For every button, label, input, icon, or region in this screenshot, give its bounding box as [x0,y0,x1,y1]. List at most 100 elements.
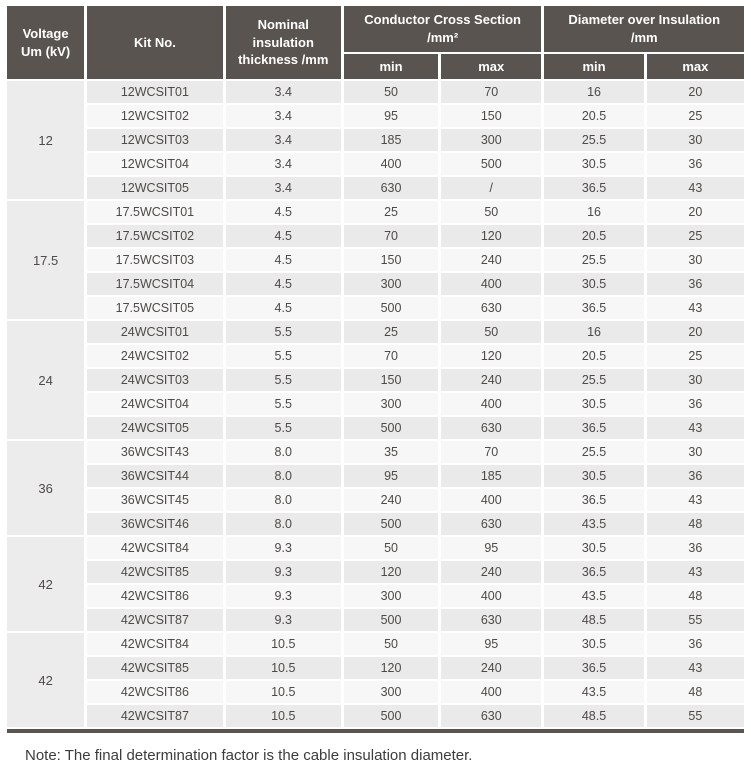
cell-dia-min: 30.5 [544,393,644,415]
cell-kit-no: 42WCSIT85 [87,561,223,583]
cell-dia-min: 43.5 [544,585,644,607]
header-cell-conductor-cross-section: Conductor Cross Section /mm² [343,6,542,52]
cell-ccs-max: 400 [441,393,542,415]
cell-ccs-max: 240 [441,249,542,271]
cell-dia-max: 36 [646,153,744,175]
cell-ccs-max: 185 [441,465,542,487]
cell-ccs-min: 95 [343,465,439,487]
cell-kit-no: 17.5WCSIT01 [87,201,223,223]
cell-kit-no: 17.5WCSIT04 [87,273,223,295]
table-row: 24WCSIT03 5.5 150 240 25.5 30 [7,369,744,391]
cell-kit-no: 12WCSIT03 [87,129,223,151]
header-cell-ccs-max: max [441,54,542,79]
cell-ccs-min: 50 [343,633,439,655]
cell-dia-min: 36.5 [544,177,644,199]
cell-kit-no: 42WCSIT84 [87,537,223,559]
cell-ccs-max: 150 [441,105,542,127]
cell-kit-no: 42WCSIT84 [87,633,223,655]
header-cell-dia-max: max [646,54,744,79]
cell-thickness: 4.5 [225,273,341,295]
cell-kit-no: 42WCSIT86 [87,585,223,607]
cell-kit-no: 24WCSIT03 [87,369,223,391]
table-row: 12WCSIT03 3.4 185 300 25.5 30 [7,129,744,151]
cell-ccs-max: 400 [441,489,542,511]
table-row: 42WCSIT85 9.3 120 240 36.5 43 [7,561,744,583]
cell-kit-no: 42WCSIT87 [87,609,223,631]
table-row: 24 24WCSIT01 5.5 25 50 16 20 [7,321,744,439]
table-row: 36 36WCSIT43 8.0 35 70 25.5 30 [7,441,744,535]
cell-ccs-min: 300 [343,681,439,703]
note-text: Note: The final determination factor is … [25,747,473,764]
cell-dia-max: 36 [646,465,744,487]
cell-dia-max: 25 [646,105,744,127]
cell-dia-max: 43 [646,177,744,199]
table-row: 36WCSIT46 8.0 500 630 43.5 48 [7,513,744,535]
cell-kit-no: 12WCSIT05 [87,177,223,199]
header-conductor-line1: Conductor Cross Section [364,12,522,28]
cell-dia-min: 25.5 [544,129,644,151]
cell-thickness: 4.5 [225,225,341,247]
cell-ccs-max: 300 [441,129,542,151]
cell-ccs-max: 400 [441,681,542,703]
cell-ccs-max: 50 [441,201,542,223]
voltage-group-cell: 42 [7,633,85,727]
cell-ccs-min: 70 [343,345,439,367]
cell-dia-min: 25.5 [544,441,644,463]
cell-dia-min: 25.5 [544,249,644,271]
cell-thickness: 4.5 [225,201,341,223]
cell-ccs-min: 630 [343,177,439,199]
header-cell-ccs-min: min [343,54,439,79]
cell-dia-min: 16 [544,81,644,103]
cell-kit-no: 12WCSIT04 [87,153,223,175]
cell-ccs-min: 500 [343,609,439,631]
cell-thickness: 5.5 [225,345,341,367]
cell-thickness: 3.4 [225,153,341,175]
cell-dia-max: 43 [646,561,744,583]
cell-kit-no: 42WCSIT85 [87,657,223,679]
cell-ccs-max: 70 [441,81,542,103]
cell-thickness: 4.5 [225,249,341,271]
voltage-group-cell: 17.5 [7,201,85,319]
table-row: 17.5WCSIT03 4.5 150 240 25.5 30 [7,249,744,271]
cell-kit-no: 12WCSIT02 [87,105,223,127]
table-row: 42WCSIT86 9.3 300 400 43.5 48 [7,585,744,607]
cell-kit-no: 24WCSIT05 [87,417,223,439]
cell-dia-max: 48 [646,681,744,703]
cell-dia-max: 25 [646,345,744,367]
cell-dia-min: 48.5 [544,705,644,727]
table-row: 12WCSIT04 3.4 400 500 30.5 36 [7,153,744,175]
cell-kit-no: 17.5WCSIT05 [87,297,223,319]
cell-kit-no: 17.5WCSIT02 [87,225,223,247]
cell-thickness: 8.0 [225,465,341,487]
cell-ccs-max: 400 [441,585,542,607]
cell-dia-min: 36.5 [544,489,644,511]
cell-ccs-min: 500 [343,513,439,535]
cell-dia-max: 55 [646,609,744,631]
table-row: 17.5WCSIT02 4.5 70 120 20.5 25 [7,225,744,247]
cell-thickness: 8.0 [225,441,341,463]
cell-ccs-min: 300 [343,585,439,607]
cell-thickness: 10.5 [225,657,341,679]
cell-dia-min: 36.5 [544,657,644,679]
cell-ccs-max: / [441,177,542,199]
table-row: 17.5 17.5WCSIT01 4.5 25 50 16 20 [7,201,744,319]
cell-dia-max: 55 [646,705,744,727]
cell-ccs-min: 500 [343,417,439,439]
cell-dia-max: 43 [646,657,744,679]
cell-thickness: 5.5 [225,321,341,343]
header-conductor-line2: /mm² [427,30,459,45]
header-voltage-line2: Um (kV) [21,43,71,59]
cell-dia-max: 48 [646,585,744,607]
cell-dia-min: 20.5 [544,225,644,247]
header-voltage-line1: Voltage [22,25,69,41]
cell-dia-min: 30.5 [544,153,644,175]
table-row: 17.5WCSIT04 4.5 300 400 30.5 36 [7,273,744,295]
cell-thickness: 5.5 [225,369,341,391]
voltage-group-cell: 24 [7,321,85,439]
cell-ccs-max: 630 [441,705,542,727]
cell-ccs-max: 240 [441,369,542,391]
table-row: 12WCSIT05 3.4 630/36.5 43 [7,177,744,199]
cell-dia-max: 30 [646,249,744,271]
cell-dia-max: 25 [646,225,744,247]
